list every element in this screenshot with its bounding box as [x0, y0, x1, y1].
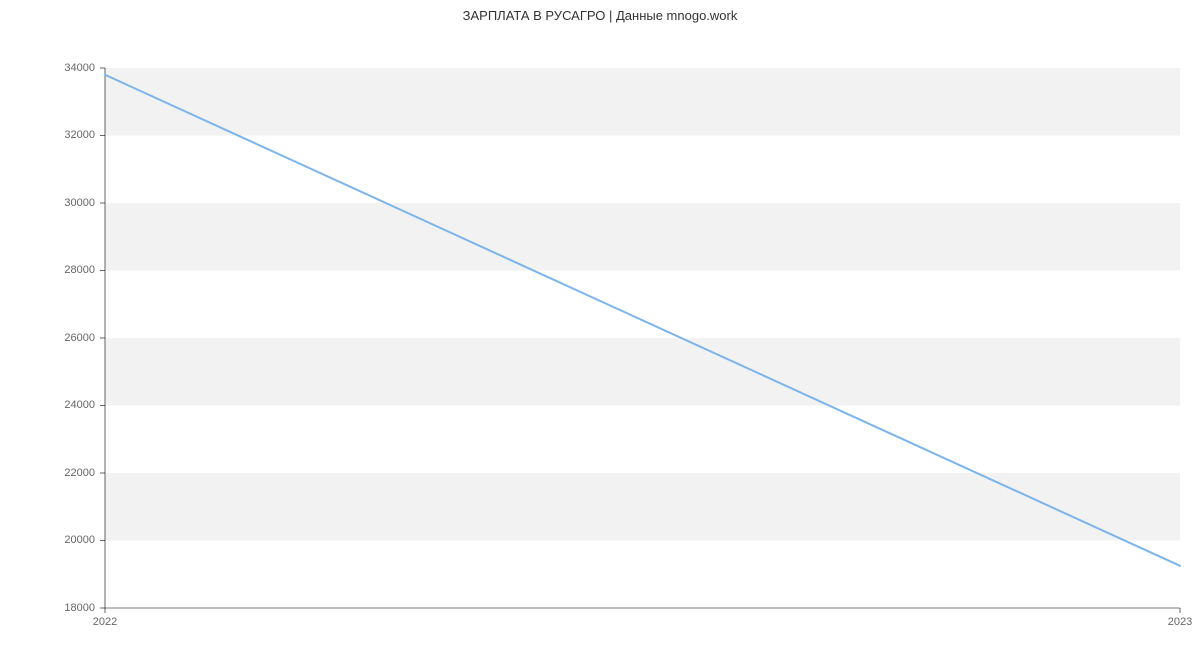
grid-band	[105, 203, 1180, 271]
x-tick-label: 2023	[1150, 616, 1200, 628]
grid-band	[105, 338, 1180, 406]
y-tick-label: 26000	[0, 332, 95, 344]
y-tick-label: 30000	[0, 197, 95, 209]
chart-title: ЗАРПЛАТА В РУСАГРО | Данные mnogo.work	[0, 0, 1200, 23]
y-tick-label: 22000	[0, 467, 95, 479]
y-tick-label: 32000	[0, 129, 95, 141]
chart-area: 18000 20000 22000 24000 26000 28000 30000 32000…	[0, 23, 1200, 643]
y-tick-label: 34000	[0, 62, 95, 74]
y-tick-label: 24000	[0, 399, 95, 411]
grid-band	[105, 473, 1180, 541]
grid-band	[105, 68, 1180, 136]
y-tick-label: 28000	[0, 264, 95, 276]
y-tick-label: 18000	[0, 602, 95, 614]
chart-svg	[0, 23, 1200, 643]
x-tick-label: 2022	[75, 616, 135, 628]
y-tick-label: 20000	[0, 534, 95, 546]
